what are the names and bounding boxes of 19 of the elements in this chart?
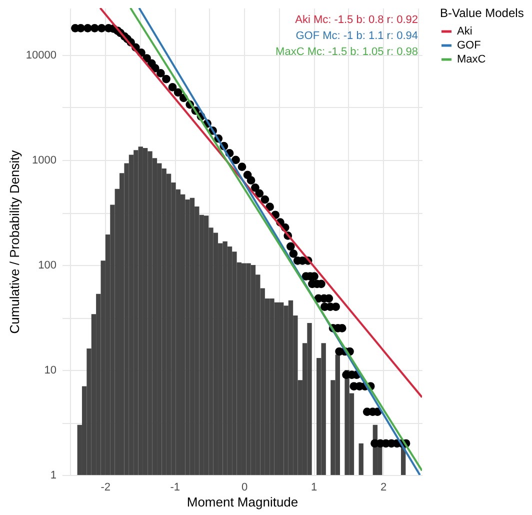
x-tick-label: 2 — [380, 482, 387, 494]
x-tick-label: 1 — [311, 482, 318, 494]
y-tick-label: 1 — [50, 470, 56, 482]
y-tick-label: 10000 — [26, 49, 56, 62]
annotation: GOF Mc: -1 b: 1.1 r: 0.94 — [296, 30, 418, 42]
y-tick-label: 100 — [38, 259, 56, 272]
legend-title: B-Value Models — [440, 6, 524, 20]
legend-label: GOF — [457, 40, 482, 52]
y-tick-label: 1000 — [32, 154, 56, 166]
annotation: MaxC Mc: -1.5 b: 1.05 r: 0.98 — [276, 46, 418, 58]
y-axis-title: Cumulative / Probability Density — [6, 150, 22, 334]
x-axis-title: Moment Magnitude — [186, 494, 298, 510]
x-tick-label: 0 — [242, 482, 248, 494]
y-tick-label: 10 — [44, 364, 56, 376]
legend-label: Aki — [457, 26, 472, 38]
legend-label: MaxC — [457, 54, 486, 66]
annotation: Aki Mc: -1.5 b: 0.8 r: 0.92 — [295, 14, 418, 26]
x-tick-label: -1 — [170, 482, 180, 494]
x-tick-label: -2 — [100, 482, 110, 494]
